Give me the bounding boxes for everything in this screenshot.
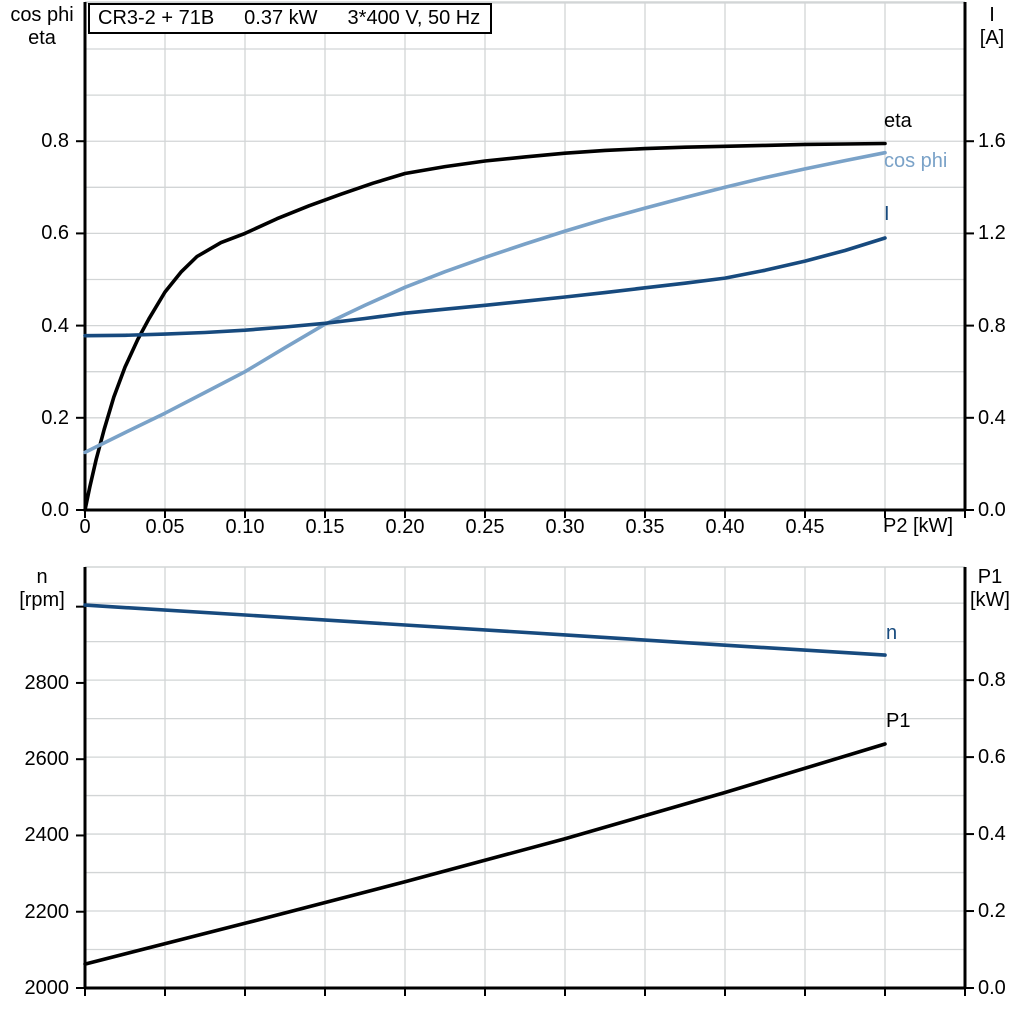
y-left-tick-label: 0.6 — [41, 222, 69, 245]
y-right-tick-label: 0.6 — [978, 746, 1006, 769]
y-left-tick-label: 2200 — [24, 900, 70, 923]
y-left-tick-label: 0.2 — [41, 406, 69, 429]
x-tick-label: 0.10 — [225, 516, 265, 538]
y-left-tick-label: 2000 — [24, 977, 70, 999]
curve-label-eta: eta — [884, 110, 912, 132]
x-tick-label: 0.35 — [625, 516, 665, 538]
y-left-tick-label: 0.0 — [41, 499, 69, 521]
axis-title-current-unit: [A] — [979, 27, 1005, 49]
bottom-left-axis-title: n [rpm] — [0, 566, 84, 612]
x-tick-label: 0.40 — [705, 516, 745, 538]
curve-label-current: I — [884, 203, 890, 225]
y-right-tick-label: 0.4 — [978, 823, 1006, 846]
x-axis-label: P2 [kW] — [882, 515, 953, 537]
x-tick-label: 0 — [79, 516, 91, 538]
y-left-tick-label: 2800 — [24, 671, 70, 694]
pump-model-label: CR3-2 + 71B — [98, 7, 215, 29]
y-right-tick-label: 1.6 — [978, 130, 1006, 153]
y-right-tick-label: 1.2 — [978, 222, 1006, 245]
top-right-axis-title: I [A] — [964, 4, 1020, 50]
y-left-tick-label: 2400 — [24, 824, 70, 847]
y-left-tick-label: 2600 — [24, 748, 70, 771]
curve-label-cos-phi: cos phi — [884, 150, 948, 172]
x-tick-label: 0.20 — [385, 516, 425, 538]
curve-label-p1: P1 — [886, 710, 911, 732]
x-tick-label: 0.05 — [145, 516, 185, 538]
chart-title-box: CR3-2 + 71B 0.37 kW 3*400 V, 50 Hz — [88, 3, 493, 34]
y-right-tick-label: 0.0 — [978, 977, 1006, 999]
y-right-tick-label: 0.2 — [978, 900, 1006, 923]
axis-title-current: I — [989, 4, 995, 26]
y-right-tick-label: 0.8 — [978, 314, 1006, 337]
y-right-tick-label: 0.0 — [978, 499, 1006, 521]
motor-power-label: 0.37 kW — [244, 7, 318, 29]
x-tick-label: 0.45 — [785, 516, 825, 538]
bottom-right-axis-title: P1 [kW] — [960, 566, 1020, 612]
x-tick-label: 0.15 — [305, 516, 345, 538]
y-left-tick-label: 0.8 — [41, 130, 69, 153]
axis-title-cos-phi: cos phi — [10, 4, 74, 26]
x-tick-label: 0.25 — [465, 516, 505, 538]
axis-title-speed-unit: [rpm] — [19, 589, 65, 611]
y-right-tick-label: 0.8 — [978, 669, 1006, 692]
axis-title-p1-unit: [kW] — [970, 589, 1010, 611]
axis-title-speed: n — [36, 566, 48, 588]
supply-voltage-label: 3*400 V, 50 Hz — [347, 7, 481, 29]
y-left-tick-label: 0.4 — [41, 314, 69, 337]
curve-label-speed: n — [886, 622, 898, 644]
y-right-tick-label: 0.4 — [978, 406, 1006, 429]
axis-title-eta: eta — [28, 27, 56, 49]
axis-title-p1: P1 — [977, 566, 1003, 588]
x-tick-label: 0.30 — [545, 516, 585, 538]
top-left-axis-title: cos phi eta — [0, 4, 84, 50]
